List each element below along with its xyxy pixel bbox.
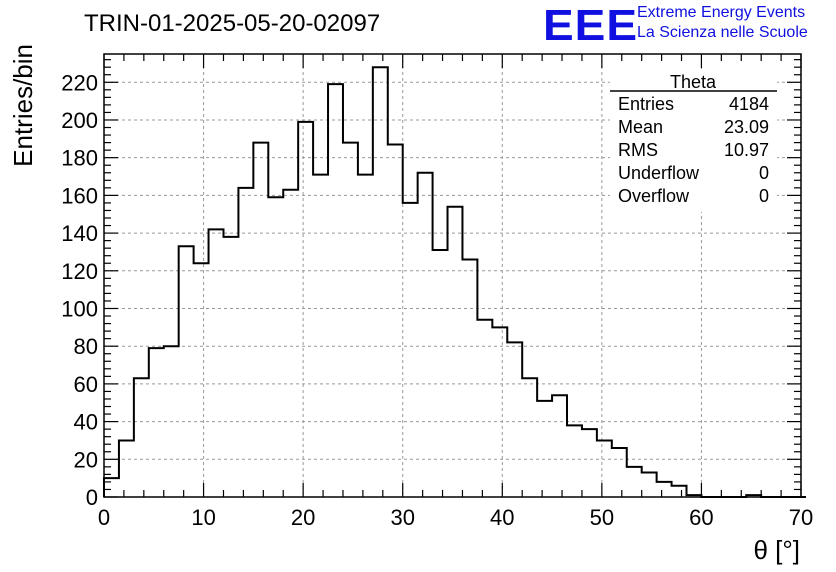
histogram-bin: [343, 143, 358, 497]
stats-row-label: Mean: [618, 117, 663, 137]
stats-row-value: 0: [759, 163, 769, 183]
histogram-bin: [627, 467, 642, 497]
y-tick-label: 220: [61, 70, 98, 95]
x-tick-label: 10: [191, 505, 215, 530]
histogram-bin: [283, 190, 298, 497]
logo-line-2: La Scienza nelle Scuole: [637, 24, 808, 41]
stats-row-label: Entries: [618, 94, 674, 114]
stats-row-value: 23.09: [724, 117, 769, 137]
histogram-bin: [373, 67, 388, 497]
histogram-bin: [104, 478, 119, 497]
histogram-bin: [672, 486, 687, 497]
histogram-bin: [194, 263, 209, 497]
stats-row-label: Overflow: [618, 186, 690, 206]
histogram-bin: [388, 144, 403, 497]
histogram-layer: [103, 66, 806, 498]
y-tick-label: 60: [74, 372, 98, 397]
y-tick-label: 160: [61, 183, 98, 208]
y-axis-label: Entries/bin: [8, 44, 38, 167]
histogram-bin: [209, 229, 224, 497]
stats-row-label: RMS: [618, 140, 658, 160]
x-tick-label: 70: [789, 505, 813, 530]
y-tick-label: 40: [74, 410, 98, 435]
histogram-bin: [507, 342, 522, 497]
y-tick-label: 20: [74, 447, 98, 472]
y-tick-label: 120: [61, 259, 98, 284]
histogram-bin: [298, 122, 313, 497]
histogram-bin: [223, 237, 238, 497]
stats-row-value: 10.97: [724, 140, 769, 160]
y-tick-label: 180: [61, 146, 98, 171]
histogram-bin: [657, 482, 672, 497]
run-title: TRIN-01-2025-05-20-02097: [84, 10, 381, 37]
histogram-bin: [149, 348, 164, 497]
stats-box: Theta Entries 4184 Mean 23.09 RMS 10.97 Underf…: [610, 72, 777, 212]
histogram-bin: [253, 143, 268, 497]
histogram-bin: [119, 440, 134, 497]
x-tick-label: 30: [390, 505, 414, 530]
x-tick-label: 0: [98, 505, 110, 530]
logo-line-1: Extreme Energy Events: [637, 4, 806, 21]
histogram-bin: [537, 401, 552, 497]
histogram-bin: [238, 188, 253, 497]
y-tick-label: 100: [61, 296, 98, 321]
x-axis-label: θ [°]: [753, 535, 800, 565]
x-tick-label: 40: [490, 505, 514, 530]
histogram-bin: [179, 246, 194, 497]
stats-row-value: 0: [759, 186, 769, 206]
histogram-bin: [462, 259, 477, 497]
x-tick-label: 50: [590, 505, 614, 530]
histogram-bin: [328, 84, 343, 497]
histogram-bin: [612, 448, 627, 497]
histogram-bin: [477, 320, 492, 497]
histogram-bin: [448, 207, 463, 497]
stats-row-value: 4184: [729, 94, 769, 114]
stats-title: Theta: [670, 72, 717, 92]
histogram-bin: [164, 346, 179, 497]
x-tick-label: 20: [291, 505, 315, 530]
histogram-bin: [433, 250, 448, 497]
stats-row-label: Underflow: [618, 163, 700, 183]
y-tick-label: 200: [61, 108, 98, 133]
y-tick-label: 0: [86, 485, 98, 510]
histogram-bin: [522, 378, 537, 497]
histogram-bin: [418, 173, 433, 497]
histogram-bin: [358, 175, 373, 497]
eee-logo: EEE: [543, 0, 639, 50]
y-tick-label: 80: [74, 334, 98, 359]
histogram-bin: [313, 175, 328, 497]
histogram-bin: [567, 425, 582, 497]
histogram-bin: [552, 395, 567, 497]
histogram-bin: [134, 378, 149, 497]
y-tick-label: 140: [61, 221, 98, 246]
plot-frame: [103, 53, 802, 498]
histogram-bin: [642, 472, 657, 497]
histogram-bin: [597, 440, 612, 497]
histogram-bin: [492, 327, 507, 497]
axes-layer: 0 10 20 30 40 50 60 70 0 20 40 60 80 100 120 140 160 180 2…: [61, 53, 813, 530]
x-tick-label: 60: [689, 505, 713, 530]
histogram-bin: [268, 197, 283, 497]
histogram-outline: [103, 66, 806, 498]
histogram-bin: [403, 203, 418, 497]
histogram-bin: [582, 429, 597, 497]
